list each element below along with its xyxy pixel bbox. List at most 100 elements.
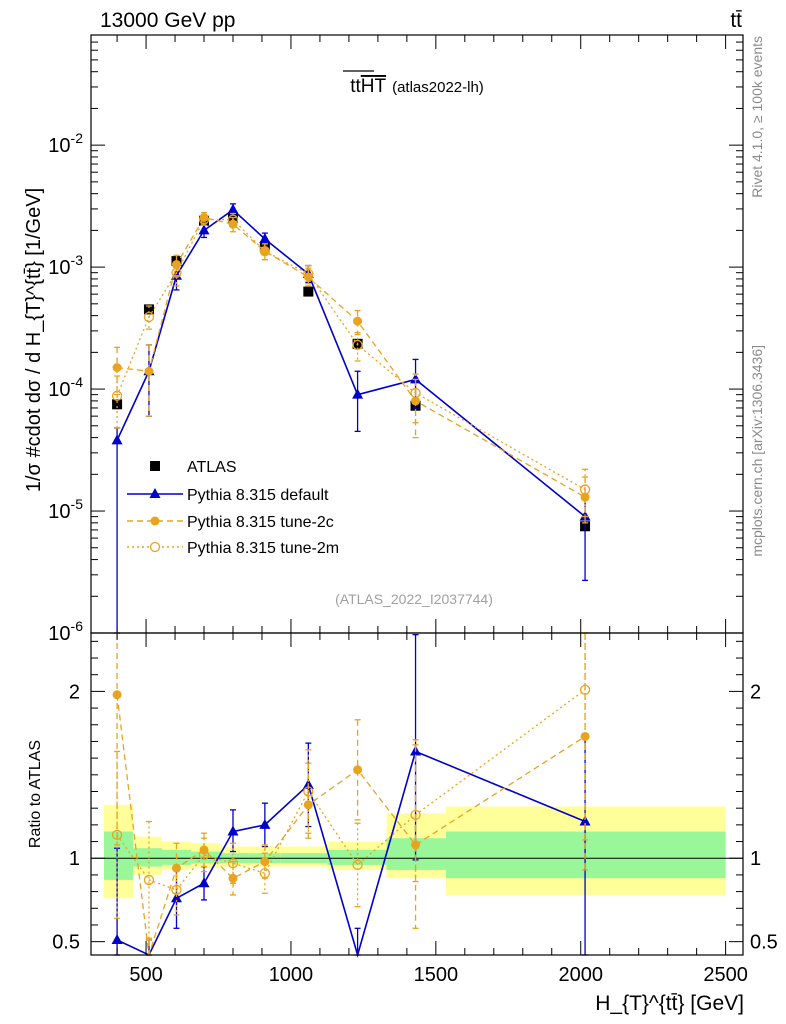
legend-label: ATLAS bbox=[187, 459, 237, 476]
x-tick-label: 1500 bbox=[414, 964, 459, 986]
ratio-uncertainty-bands bbox=[104, 804, 726, 899]
series-line-dotted bbox=[116, 218, 586, 491]
plot-title-suffix: (atlas2022-lh) bbox=[392, 79, 484, 96]
y-tick-label-ratio-right: 1 bbox=[750, 848, 761, 870]
y-tick-label-ratio-right: 0.5 bbox=[750, 932, 778, 954]
ratio-open-circle-marker bbox=[227, 858, 239, 869]
open-circle-marker bbox=[198, 214, 210, 225]
main-series-layer bbox=[111, 203, 591, 634]
open-circle-marker bbox=[171, 267, 182, 278]
triangle-marker bbox=[227, 203, 239, 214]
ratio-series-layer bbox=[111, 632, 591, 958]
header-process-label: 13000 GeV pp bbox=[100, 9, 235, 32]
legend-marker-filled-circle bbox=[150, 516, 160, 526]
open-circle-marker bbox=[303, 268, 314, 280]
header-final-state-label: tt̄ bbox=[730, 9, 742, 32]
y-tick-label-main: 10-4 bbox=[48, 374, 83, 401]
triangle-marker bbox=[410, 373, 422, 384]
filled-circle-marker bbox=[144, 366, 154, 376]
ratio-filled-circle-marker bbox=[260, 857, 270, 867]
triangle-marker bbox=[111, 434, 123, 445]
main-y-tick-labels: 10-6 10-5 10-4 10-3 10-2 bbox=[48, 130, 83, 645]
triangle-marker bbox=[259, 233, 271, 244]
y-tick-label-ratio-right: 2 bbox=[750, 681, 761, 703]
x-axis-label: H_{T}^{tt̄} [GeV] bbox=[595, 992, 744, 1015]
main-y-axis-label: 1/σ #cdot dσ / d H_{T}^{tt̄} [1/GeV] bbox=[23, 188, 45, 492]
y-tick-label-main: 10-5 bbox=[48, 496, 83, 523]
y-tick-label-main: 10-6 bbox=[48, 618, 83, 645]
legend-label: Pythia 8.315 default bbox=[187, 487, 329, 504]
green-uncertainty-band bbox=[190, 851, 220, 864]
ratio-y-axis-label: Ratio to ATLAS bbox=[27, 740, 44, 848]
y-tick-label-ratio: 0.5 bbox=[52, 932, 80, 954]
rivet-version-label: Rivet 4.1.0, ≥ 100k events bbox=[749, 36, 765, 198]
ratio-filled-circle-marker bbox=[112, 690, 122, 700]
green-uncertainty-band bbox=[327, 849, 387, 865]
plot-title-main: tt bbox=[350, 76, 361, 97]
y-tick-label-main: 10-3 bbox=[48, 252, 83, 279]
open-circle-marker bbox=[259, 246, 271, 257]
ratio-open-circle-marker bbox=[303, 786, 314, 797]
green-uncertainty-band bbox=[133, 848, 162, 867]
atlas-data-marker bbox=[112, 399, 123, 410]
legend-label: Pythia 8.315 tune-2c bbox=[187, 514, 334, 531]
open-circle-marker bbox=[410, 387, 421, 399]
x-tick-label: 2000 bbox=[558, 964, 603, 986]
legend-marker-atlas bbox=[150, 461, 160, 471]
main-panel: 10-610-510-410-310-2 ttHT (atlas2022-lh) … bbox=[23, 34, 744, 645]
open-circle-marker bbox=[227, 214, 239, 225]
ratio-triangle-marker bbox=[198, 877, 210, 888]
legend-label: Pythia 8.315 tune-2m bbox=[187, 540, 339, 557]
ratio-filled-circle-marker bbox=[353, 765, 363, 775]
ratio-open-circle-marker bbox=[579, 684, 591, 695]
plot-title: ttHT (atlas2022-lh) bbox=[350, 76, 484, 97]
ratio-open-circle-marker bbox=[410, 809, 421, 821]
y-tick-label-ratio: 2 bbox=[69, 681, 80, 703]
analysis-watermark: (ATLAS_2022_I2037744) bbox=[335, 591, 493, 607]
legend-marker-triangle bbox=[149, 488, 161, 498]
ratio-y-tick-labels: 0.5 0.5 1 1 2 2 bbox=[52, 681, 778, 953]
ratio-open-circle-marker bbox=[111, 829, 123, 841]
ratio-open-circle-marker bbox=[259, 868, 271, 879]
mcplots-credit-label: mcplots.cern.ch [arXiv:1306.3436] bbox=[749, 345, 765, 557]
ratio-triangle-marker bbox=[170, 892, 182, 903]
series-line-solid bbox=[116, 208, 586, 518]
filled-circle-marker bbox=[353, 316, 363, 326]
ratio-open-circle-marker bbox=[143, 874, 155, 886]
series-line-dashed bbox=[117, 216, 586, 498]
atlas-data-marker bbox=[143, 304, 154, 315]
ratio-panel-frame bbox=[90, 632, 744, 956]
ratio-filled-circle-marker bbox=[580, 731, 590, 741]
ratio-triangle-marker bbox=[111, 933, 123, 944]
legend: ATLAS Pythia 8.315 default Pythia 8.315 tu… bbox=[127, 459, 339, 557]
x-tick-label: 500 bbox=[129, 964, 162, 986]
ratio-triangle-marker bbox=[227, 825, 239, 836]
ratio-open-circle-marker bbox=[198, 849, 210, 861]
open-circle-marker bbox=[111, 390, 123, 401]
main-axis-ticks bbox=[91, 34, 743, 634]
triangle-marker bbox=[198, 224, 210, 235]
ratio-filled-circle-marker bbox=[171, 863, 181, 873]
ratio-axis-ticks bbox=[91, 633, 743, 955]
ratio-line-dotted bbox=[116, 689, 586, 891]
filled-circle-marker bbox=[580, 492, 590, 502]
y-tick-label-main: 10-2 bbox=[48, 130, 83, 157]
ratio-line-dashed bbox=[116, 694, 586, 956]
x-tick-label: 2500 bbox=[703, 964, 748, 986]
ratio-panel: 0.5 0.5 1 1 2 2 500 1000 1500 2000 2500 Ratio to … bbox=[27, 632, 778, 1015]
green-uncertainty-band bbox=[445, 831, 726, 879]
ratio-open-circle-marker bbox=[171, 884, 182, 896]
ratio-triangle-marker bbox=[579, 815, 591, 826]
legend-marker-open-circle bbox=[149, 541, 161, 553]
y-tick-label-ratio: 1 bbox=[69, 848, 80, 870]
ratio-open-circle-marker bbox=[352, 859, 363, 871]
x-tick-label: 1000 bbox=[269, 964, 314, 986]
atlas-data-marker bbox=[303, 286, 314, 297]
triangle-marker bbox=[352, 388, 364, 399]
ratio-line-solid bbox=[116, 750, 586, 958]
open-circle-marker bbox=[579, 484, 591, 495]
ratio-triangle-marker bbox=[259, 818, 271, 829]
x-tick-labels: 500 1000 1500 2000 2500 bbox=[129, 964, 747, 986]
open-circle-marker bbox=[352, 339, 363, 351]
